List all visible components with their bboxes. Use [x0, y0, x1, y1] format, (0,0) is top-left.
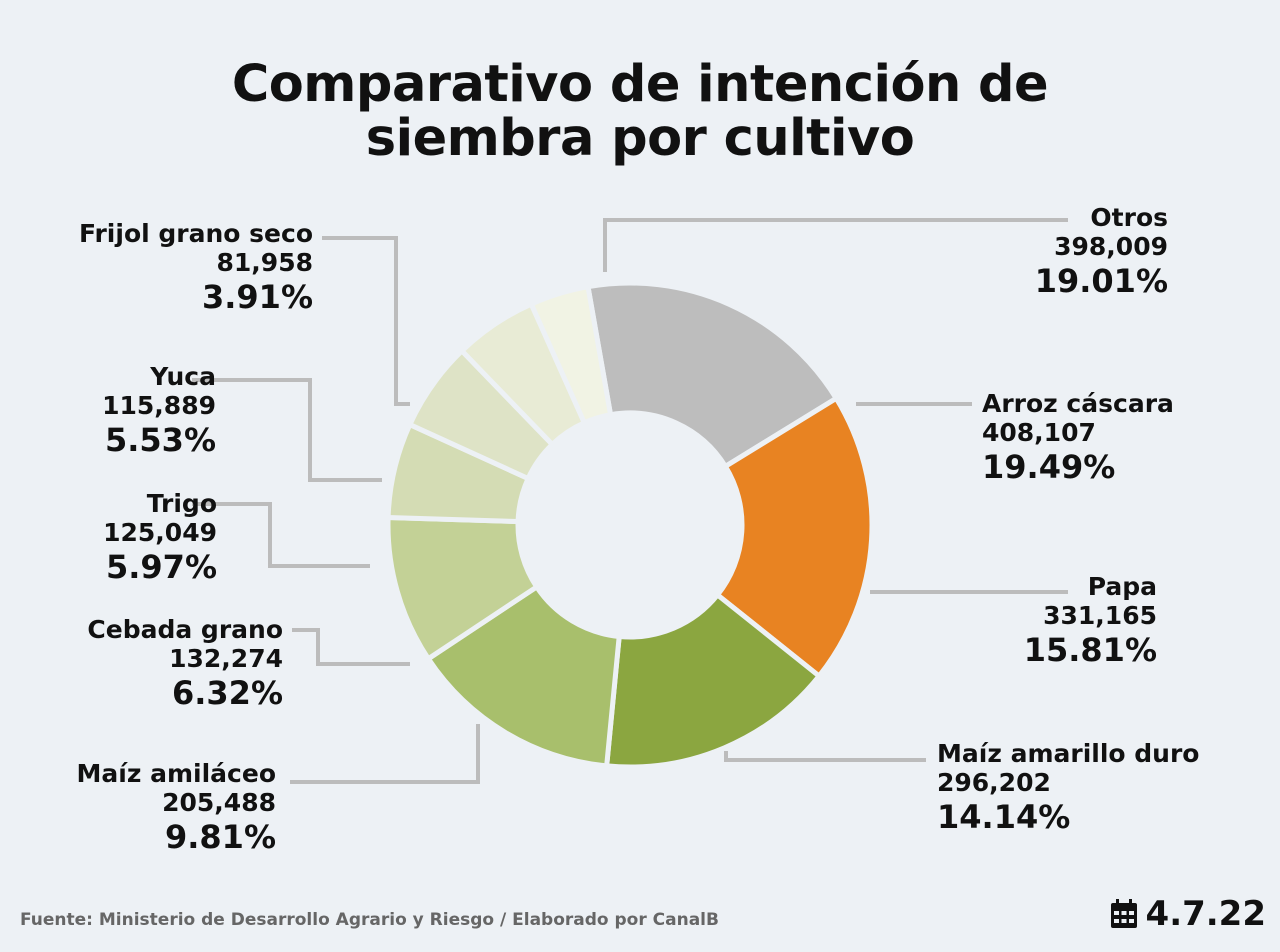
chart-title-line-1: Comparativo de intención de — [231, 55, 1049, 114]
slice-percent: 5.97% — [105, 547, 217, 586]
source-note: Fuente: Ministerio de Desarrollo Agrario… — [20, 910, 719, 930]
leader-line-maiz-amilaceo — [290, 724, 480, 784]
slice-value: 81,958 — [216, 247, 313, 277]
calendar-icon — [1110, 899, 1137, 928]
slice-value: 398,009 — [1054, 231, 1168, 261]
leader-line-yuca — [192, 378, 382, 482]
slice-value: 296,202 — [937, 767, 1051, 797]
slice-name: Cebada grano — [87, 615, 283, 644]
leader-line-cebada-grano — [292, 628, 410, 666]
date-stamp: 4.7.22 — [1110, 894, 1266, 934]
slice-percent: 3.91% — [201, 277, 313, 316]
slice-name: Arroz cáscara — [982, 389, 1174, 418]
label-cebada-grano: Cebada grano 132,274 6.32% — [87, 615, 283, 712]
slice-name: Maíz amarillo duro — [937, 739, 1200, 768]
label-yuca: Yuca 115,889 5.53% — [102, 362, 216, 459]
slice-percent: 9.81% — [164, 817, 276, 856]
leader-line-trigo — [192, 502, 370, 568]
label-maiz-amilaceo: Maíz amiláceo 205,488 9.81% — [76, 759, 276, 856]
slice-value: 408,107 — [982, 417, 1096, 447]
chart-title-line-2: siembra por cultivo — [365, 109, 915, 168]
label-maiz-amarillo-duro: Maíz amarillo duro 296,202 14.14% — [937, 739, 1200, 836]
slice-papa — [604, 592, 822, 770]
label-arroz-cascara: Arroz cáscara 408,107 19.49% — [982, 389, 1174, 486]
slice-arroz-cascara — [715, 395, 875, 679]
slice-name: Yuca — [150, 362, 216, 391]
slice-percent: 6.32% — [171, 673, 283, 712]
leader-line-maiz-amarillo-duro — [724, 751, 926, 762]
slice-name: Trigo — [146, 489, 217, 518]
slice-value: 125,049 — [103, 517, 217, 547]
slice-percent: 14.14% — [937, 797, 1071, 836]
slice-otros — [585, 280, 839, 469]
slice-percent: 5.53% — [104, 420, 216, 459]
slice-percent: 19.49% — [982, 447, 1116, 486]
slice-frijol-grano-seco — [528, 284, 614, 426]
slice-name: Maíz amiláceo — [76, 759, 276, 788]
slice-percent: 19.01% — [1034, 261, 1168, 300]
leader-line-frijol-grano-seco — [322, 236, 410, 406]
label-otros: Otros 398,009 19.01% — [1034, 203, 1168, 300]
leader-line-otros — [603, 218, 1068, 272]
date-text: 4.7.22 — [1145, 894, 1266, 934]
slice-value: 132,274 — [169, 643, 283, 673]
slice-name: Papa — [1087, 572, 1157, 601]
label-frijol-grano-seco: Frijol grano seco 81,958 3.91% — [79, 219, 313, 316]
slice-value: 205,488 — [162, 787, 276, 817]
slice-name: Frijol grano seco — [79, 219, 313, 248]
label-papa: Papa 331,165 15.81% — [1023, 572, 1157, 669]
label-trigo: Trigo 125,049 5.97% — [103, 489, 217, 586]
slice-value: 115,889 — [102, 390, 216, 420]
slice-name: Otros — [1090, 203, 1168, 232]
slice-value: 331,165 — [1043, 600, 1157, 630]
slice-maiz-amarillo-duro — [425, 584, 622, 769]
chart-title: Comparativo de intención de siembra por … — [0, 58, 1280, 166]
slice-percent: 15.81% — [1023, 630, 1157, 669]
